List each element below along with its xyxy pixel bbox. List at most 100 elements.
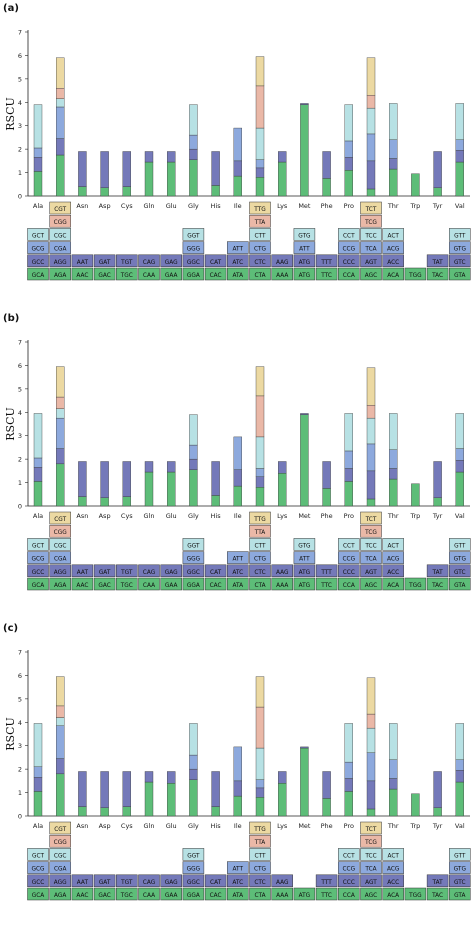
bar-segment [255,468,265,477]
codon-label: AAT [77,570,89,576]
bar-segment [344,723,353,763]
bar-segment [144,771,154,783]
codon-cell [449,564,471,578]
codon-cell [249,241,271,254]
codon-label: CAG [143,260,156,266]
codon-cell [227,887,249,901]
codon-cell [382,861,404,874]
bar-segment [56,717,65,726]
y-tick-label: 2 [18,456,22,464]
codon-cell [449,861,471,874]
codon-cell [249,834,271,848]
codon-label: CTG [254,247,267,253]
codon-label: CAA [143,273,155,279]
codon-label: GTG [454,247,467,253]
panel-label: (b) [3,313,19,324]
codon-cell [27,241,49,254]
bar-segment [322,798,331,817]
x-tick-label: Asp [99,202,111,210]
codon-label: CCA [343,273,355,279]
codon-label: CCT [343,853,355,859]
codon-cell [315,577,338,591]
bar-segment [278,472,287,507]
codon-label: GAC [98,893,110,899]
codon-label: CAC [210,273,222,279]
bar-segment [100,187,109,197]
y-tick-label: 6 [18,52,22,60]
codon-cell [93,874,116,888]
bar-segment [78,806,87,817]
codon-cell [360,228,382,241]
codon-label: GGG [187,247,201,253]
x-tick-label: Glu [166,512,177,520]
codon-cell [338,874,360,888]
x-tick-label: Asn [76,202,88,210]
codon-cell [315,874,338,888]
bar-segment [189,469,198,507]
codon-label: GGT [187,853,200,859]
codon-cell [49,228,71,241]
x-tick-label: Thr [387,202,399,210]
codon-cell [338,551,360,564]
x-tick-label: Met [298,822,311,830]
codon-label: CTC [254,260,265,266]
bar-segment [33,467,43,482]
codon-label: TCC [364,853,376,859]
codon-label: AGG [54,880,67,886]
codon-label: CGC [54,853,67,859]
x-tick-label: Asn [76,512,88,520]
panel-label: (a) [3,3,19,14]
x-tick-label: Trp [409,822,420,830]
bar-segment [33,147,43,158]
y-tick-label: 6 [18,672,22,680]
codon-label: TTG [253,827,266,833]
codon-label: ACG [387,557,400,563]
codon-cell [249,848,271,861]
rscu-panel-b: (b)RSCU01234567AlaArgAsnAspCysGlnGluGlyH… [0,310,474,615]
codon-label: CTT [254,853,265,859]
bar-segment [366,780,376,810]
codon-label: TTC [320,273,332,279]
codon-label: TGT [120,880,133,886]
codon-cell [160,564,182,578]
codon-cell [271,564,293,578]
x-tick-label: Met [298,512,311,520]
bar-segment [33,157,43,172]
codon-cell [227,241,249,254]
codon-label: AGA [54,893,66,899]
bar-segment [144,461,154,473]
codon-cell [382,551,404,564]
codon-cell [382,887,404,901]
codon-cell [315,267,338,281]
bar-segment [78,186,87,197]
codon-cell [27,551,49,564]
bar-segment [344,481,353,507]
bar-segment [122,496,132,507]
codon-label: GAA [165,273,178,279]
codon-cell [360,887,382,901]
codon-cell [138,887,160,901]
codon-cell [249,524,271,538]
bar-segment [433,151,442,189]
codon-cell [182,538,205,551]
codon-cell [382,254,404,268]
x-tick-label: Gly [188,822,199,830]
bar-segment [344,468,353,482]
codon-cell [116,267,138,281]
codon-label: TTA [254,530,266,536]
codon-cell [293,564,316,578]
bar-segment [411,793,420,817]
x-tick-label: Ile [234,512,242,520]
codon-label: GCA [32,583,45,589]
bar-segment [366,367,376,406]
bar-segment [144,151,154,163]
bar-segment [366,95,376,109]
codon-label: CGA [54,557,67,563]
y-tick-label: 4 [18,409,22,417]
codon-label: CGA [54,247,67,253]
codon-cell [338,538,360,551]
x-tick-label: Thr [387,822,399,830]
codon-label: CCC [343,260,355,266]
bar-segment [56,676,65,707]
codon-label: TCA [364,867,376,873]
